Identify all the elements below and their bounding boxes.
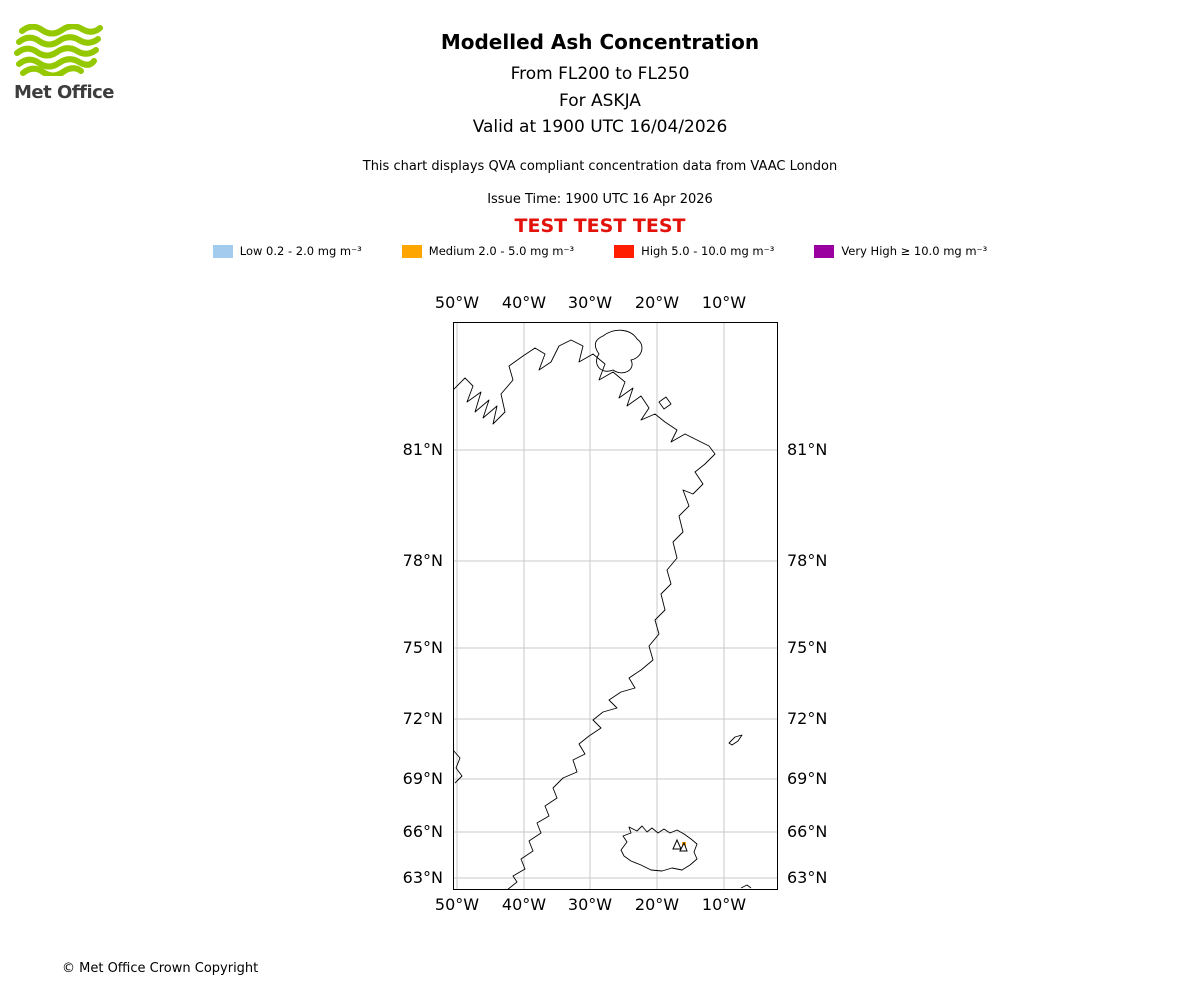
lon-label-top-10w: 10°W (701, 293, 747, 312)
test-banner: TEST TEST TEST (514, 215, 686, 237)
lat-label-left-72n: 72°N (402, 709, 443, 728)
lat-label-left-75n: 75°N (402, 638, 443, 657)
copyright-notice: © Met Office Crown Copyright (62, 961, 259, 976)
map-svg (452, 322, 778, 891)
lon-label-bottom-50w: 50°W (434, 895, 480, 914)
legend-label-very-high: Very High ≥ 10.0 mg m⁻³ (841, 244, 988, 258)
legend-label-low: Low 0.2 - 2.0 mg m⁻³ (239, 244, 362, 258)
lon-label-bottom-10w: 10°W (701, 895, 747, 914)
lon-label-top-30w: 30°W (567, 293, 613, 312)
lat-label-left-78n: 78°N (402, 551, 443, 570)
legend-label-medium: Medium 2.0 - 5.0 mg m⁻³ (428, 244, 575, 258)
map-gridlines (453, 322, 778, 890)
lon-label-top-20w: 20°W (634, 293, 680, 312)
legend-item-low: Low 0.2 - 2.0 mg m⁻³ (212, 244, 362, 258)
lon-label-bottom-40w: 40°W (501, 895, 547, 914)
met-office-logo-text: Met Office (14, 82, 115, 103)
met-office-logo-icon (14, 23, 103, 79)
lat-label-left-81n: 81°N (402, 440, 443, 459)
lat-label-right-81n: 81°N (787, 440, 828, 459)
lon-label-bottom-30w: 30°W (567, 895, 613, 914)
chart-description: This chart displays QVA compliant concen… (362, 159, 838, 174)
map-border (453, 322, 778, 890)
map-panel (452, 322, 778, 891)
lat-label-right-75n: 75°N (787, 638, 828, 657)
page-title: Modelled Ash Concentration (440, 30, 760, 54)
greenland-coastline (452, 339, 716, 891)
bottom-edge-island (740, 884, 752, 889)
lat-label-right-63n: 63°N (787, 868, 828, 887)
met-office-logo: Met Office (14, 23, 124, 103)
legend-swatch-medium (401, 244, 422, 258)
greenland-west-coast (452, 749, 463, 784)
legend-item-high: High 5.0 - 10.0 mg m⁻³ (614, 244, 774, 258)
subtitle-valid-time: Valid at 1900 UTC 16/04/2026 (472, 117, 728, 137)
lat-label-right-66n: 66°N (787, 822, 828, 841)
greenland-fjord-island (594, 329, 643, 374)
subtitle-volcano: For ASKJA (559, 91, 641, 111)
legend-item-medium: Medium 2.0 - 5.0 mg m⁻³ (401, 244, 575, 258)
legend-swatch-very-high (814, 244, 835, 258)
lat-label-right-72n: 72°N (787, 709, 828, 728)
lon-label-top-50w: 50°W (434, 293, 480, 312)
lon-label-bottom-20w: 20°W (634, 895, 680, 914)
legend-swatch-low (212, 244, 233, 258)
subtitle-flight-levels: From FL200 to FL250 (510, 64, 690, 84)
lat-label-left-69n: 69°N (402, 769, 443, 788)
jan-mayen-island (728, 734, 743, 746)
legend-item-very-high: Very High ≥ 10.0 mg m⁻³ (814, 244, 987, 258)
lat-label-left-66n: 66°N (402, 822, 443, 841)
volcano-marker-icon (672, 838, 688, 852)
issue-time: Issue Time: 1900 UTC 16 Apr 2026 (487, 192, 713, 207)
concentration-legend: Low 0.2 - 2.0 mg m⁻³ Medium 2.0 - 5.0 mg… (0, 244, 1200, 258)
small-island-northeast (658, 396, 672, 410)
lon-label-top-40w: 40°W (501, 293, 547, 312)
lat-label-left-63n: 63°N (402, 868, 443, 887)
lat-label-right-69n: 69°N (787, 769, 828, 788)
iceland-coastline (620, 825, 698, 872)
legend-swatch-high (614, 244, 635, 258)
legend-label-high: High 5.0 - 10.0 mg m⁻³ (641, 244, 775, 258)
lat-label-right-78n: 78°N (787, 551, 828, 570)
